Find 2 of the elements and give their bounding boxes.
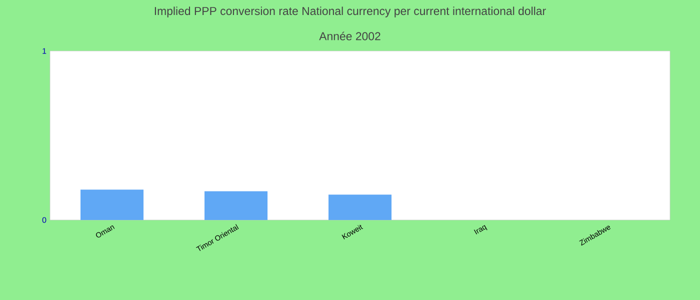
chart-subtitle: Année 2002 — [319, 32, 380, 40]
chart-title: Implied PPP conversion rate National currency per current international dollar — [154, 6, 546, 18]
